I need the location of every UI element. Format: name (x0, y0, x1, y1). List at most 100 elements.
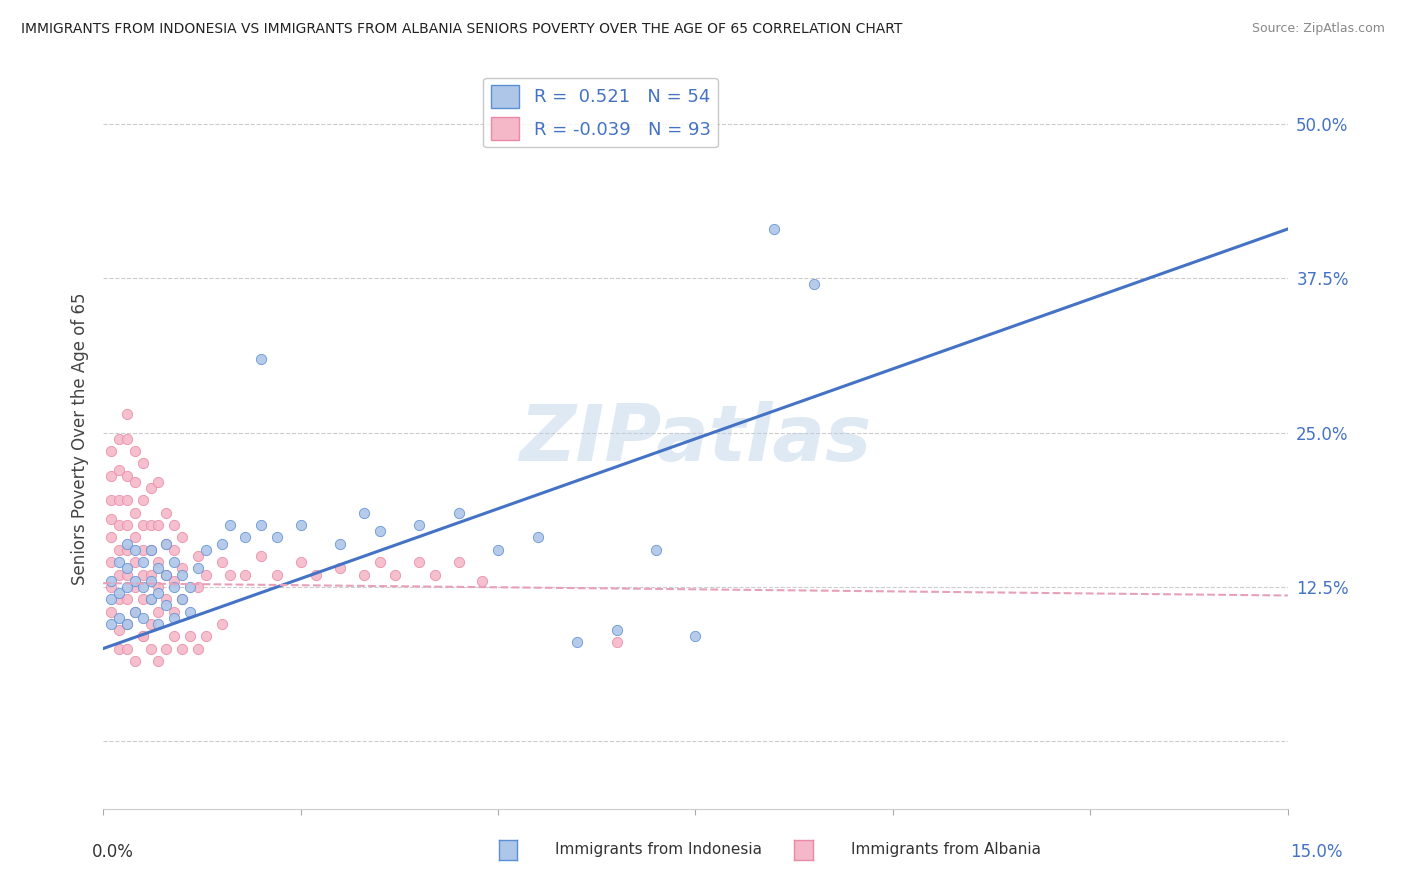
Point (163, 518, 186, 533)
Point (163, 611, 186, 625)
Y-axis label: Seniors Poverty Over the Age of 65: Seniors Poverty Over the Age of 65 (72, 293, 89, 585)
Point (108, 555, 131, 569)
Point (645, 542, 668, 557)
Point (124, 605, 146, 619)
Point (100, 574, 122, 588)
Point (155, 567, 177, 582)
Point (115, 641, 138, 656)
Point (115, 407, 138, 421)
Point (155, 592, 177, 607)
Point (100, 512, 122, 526)
Point (163, 574, 186, 588)
Point (447, 506, 470, 520)
Point (148, 616, 170, 631)
Point (108, 493, 131, 508)
Point (187, 561, 209, 575)
Point (124, 506, 146, 520)
Point (100, 580, 122, 594)
Point (305, 567, 328, 582)
Point (486, 542, 509, 557)
Point (139, 567, 162, 582)
Point (250, 518, 273, 533)
Point (108, 462, 131, 476)
Point (179, 580, 201, 594)
Point (108, 432, 131, 446)
Point (131, 611, 153, 625)
Point (179, 629, 201, 643)
Point (148, 654, 170, 668)
Point (139, 481, 162, 495)
Legend: R =  0.521   N = 54, R = -0.039   N = 93: R = 0.521 N = 54, R = -0.039 N = 93 (484, 78, 718, 147)
Point (187, 641, 209, 656)
Point (211, 555, 233, 569)
Point (124, 605, 146, 619)
Point (290, 555, 312, 569)
Point (155, 506, 177, 520)
Point (266, 531, 288, 545)
Point (565, 635, 588, 649)
Point (148, 561, 170, 575)
Point (155, 599, 177, 613)
Text: ZIPatlas: ZIPatlas (519, 401, 872, 476)
Point (115, 432, 138, 446)
Text: IMMIGRANTS FROM INDONESIA VS IMMIGRANTS FROM ALBANIA SENIORS POVERTY OVER THE AG: IMMIGRANTS FROM INDONESIA VS IMMIGRANTS … (21, 22, 903, 37)
Point (605, 623, 627, 637)
Point (148, 555, 170, 569)
Point (408, 555, 430, 569)
Point (131, 555, 153, 569)
Point (194, 542, 217, 557)
Point (163, 629, 186, 643)
Point (108, 586, 131, 600)
Point (163, 580, 186, 594)
Point (353, 506, 375, 520)
Point (124, 574, 146, 588)
Point (353, 567, 375, 582)
Point (115, 567, 138, 582)
Point (115, 561, 138, 575)
Point (163, 555, 186, 569)
Point (131, 580, 153, 594)
Point (115, 542, 138, 557)
Point (115, 592, 138, 607)
Point (763, 222, 786, 236)
Point (139, 518, 162, 533)
Point (100, 531, 122, 545)
Point (100, 468, 122, 483)
Point (124, 542, 146, 557)
Point (124, 475, 146, 489)
Point (163, 605, 186, 619)
Point (139, 616, 162, 631)
Point (384, 567, 406, 582)
Point (194, 629, 217, 643)
Point (179, 605, 201, 619)
Text: Immigrants from Indonesia: Immigrants from Indonesia (555, 842, 762, 856)
Point (115, 580, 138, 594)
Point (100, 444, 122, 458)
Point (139, 542, 162, 557)
Point (187, 580, 209, 594)
Point (218, 518, 240, 533)
Point (148, 475, 170, 489)
Point (131, 457, 153, 471)
Point (131, 629, 153, 643)
Point (329, 561, 352, 575)
Point (266, 567, 288, 582)
Point (148, 518, 170, 533)
Point (124, 444, 146, 458)
Text: 0.0%: 0.0% (91, 843, 134, 861)
Point (172, 561, 194, 575)
Point (187, 549, 209, 563)
Point (115, 616, 138, 631)
Point (124, 654, 146, 668)
Point (685, 629, 707, 643)
Point (250, 549, 273, 563)
Point (218, 567, 240, 582)
Point (163, 542, 186, 557)
Point (368, 524, 391, 539)
Point (100, 592, 122, 607)
Point (115, 536, 138, 550)
Point (148, 580, 170, 594)
Point (100, 555, 122, 569)
Point (100, 493, 122, 508)
Point (211, 536, 233, 550)
